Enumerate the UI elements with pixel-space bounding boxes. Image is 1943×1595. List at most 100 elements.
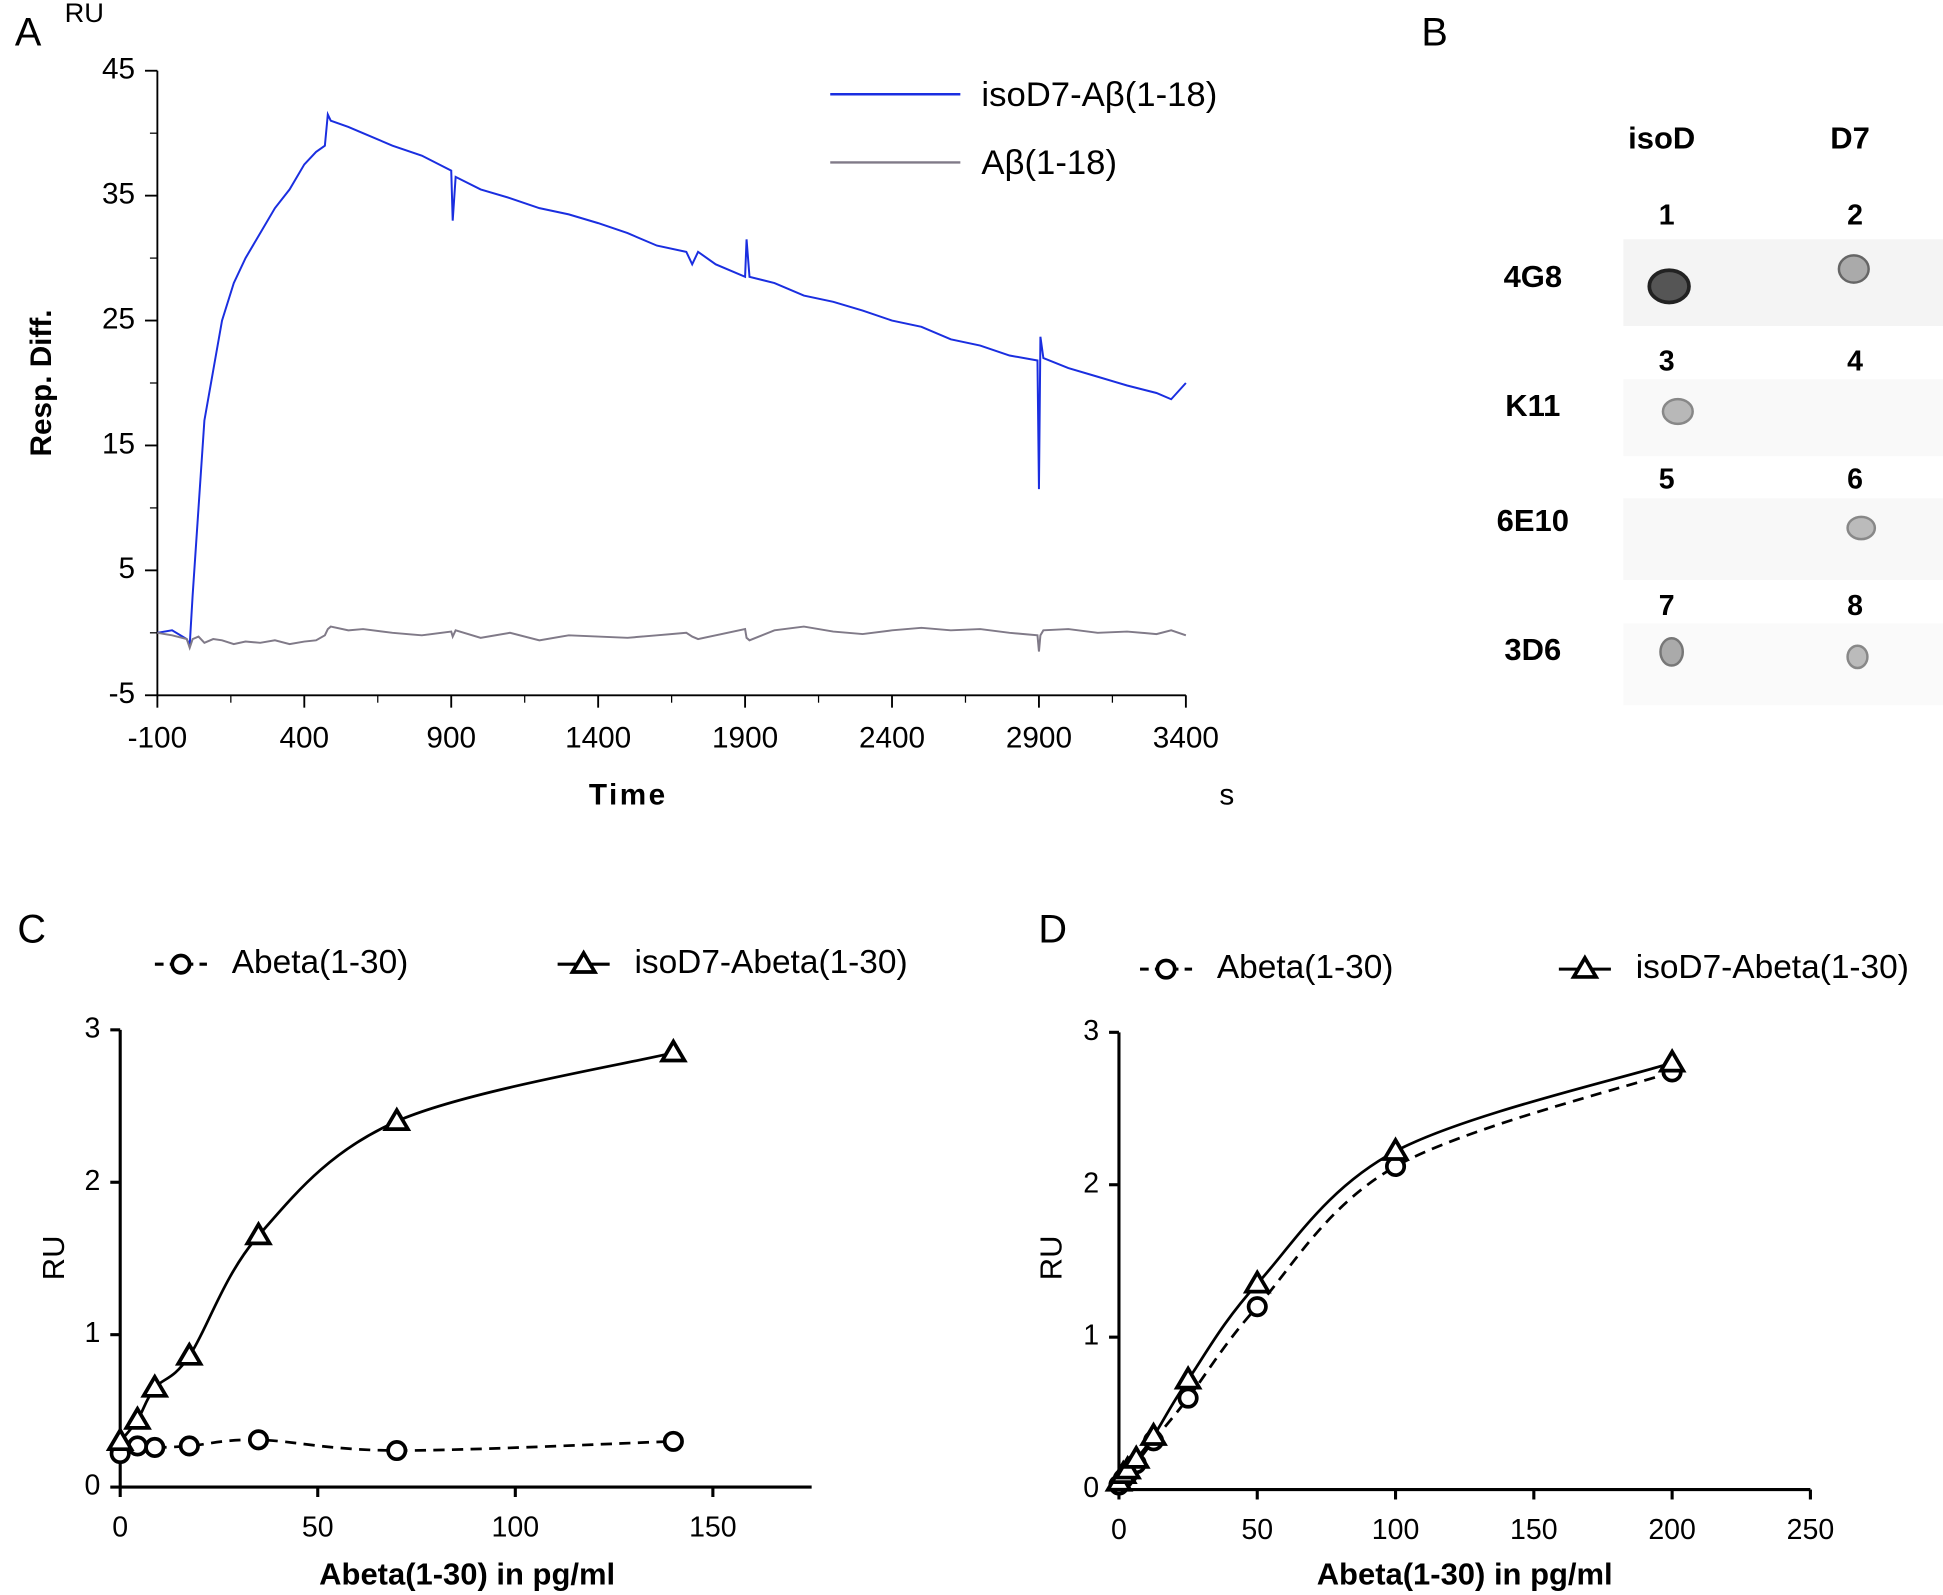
- y-tick-label: 0: [85, 1470, 101, 1502]
- spot-number: 6: [1847, 463, 1863, 495]
- marker-triangle: [174, 1341, 204, 1366]
- blot-spot: [1846, 515, 1877, 541]
- spot-number: 1: [1659, 199, 1675, 231]
- column-header: D7: [1830, 120, 1870, 155]
- marker-triangle: [105, 1426, 135, 1452]
- marker-triangle: [1381, 1136, 1410, 1161]
- y-axis-label: RU: [1033, 1235, 1068, 1280]
- marker-circle: [662, 1430, 684, 1452]
- spot-number: 4: [1847, 346, 1863, 378]
- fit-curve: [1117, 1061, 1673, 1483]
- panel-letter: B: [1421, 10, 1447, 54]
- row-label: 4G8: [1504, 259, 1563, 294]
- y-tick-label: 5: [119, 552, 136, 585]
- y-axis-label: RU: [36, 1235, 71, 1280]
- blot-spot: [1661, 397, 1694, 426]
- y-tick-label: 45: [102, 53, 135, 86]
- legend-marker: [170, 953, 192, 975]
- fit-curve: [1117, 1070, 1673, 1486]
- spot-number: 5: [1659, 463, 1675, 495]
- marker-circle: [247, 1429, 270, 1451]
- y-tick-label: 35: [102, 178, 135, 211]
- spot-number: 2: [1847, 199, 1863, 231]
- x-tick-label: 100: [492, 1512, 540, 1544]
- marker-triangle: [658, 1037, 688, 1063]
- marker-circle: [1246, 1296, 1268, 1318]
- x-tick-label: 2400: [859, 722, 925, 755]
- y-tick-label: 1: [1083, 1320, 1099, 1352]
- marker-triangle: [244, 1220, 273, 1246]
- y-tick-label: 15: [102, 427, 135, 460]
- x-tick-label: 1900: [712, 722, 778, 755]
- legend-marker: [569, 949, 599, 974]
- x-tick-label: 200: [1648, 1514, 1696, 1546]
- legend-label: isoD7-Aβ(1-18): [981, 76, 1217, 114]
- x-unit: s: [1219, 779, 1234, 812]
- data-line: [157, 625, 1187, 652]
- y-axis-label: Resp. Diff.: [25, 310, 58, 457]
- blot-strip: [1623, 498, 1943, 581]
- y-tick-label: 25: [102, 302, 135, 335]
- x-tick-label: 2900: [1006, 722, 1072, 755]
- x-axis-label: Abeta(1-30) in pg/ml: [319, 1556, 615, 1591]
- x-tick-label: 50: [1241, 1514, 1273, 1546]
- x-tick-label: 50: [302, 1512, 334, 1544]
- marker-circle: [178, 1435, 200, 1457]
- marker-circle: [1177, 1387, 1199, 1409]
- legend-label: isoD7-Abeta(1-30): [1636, 949, 1909, 986]
- marker-triangle: [123, 1405, 152, 1430]
- panel-letter: A: [15, 10, 42, 54]
- legend-label: isoD7-Abeta(1-30): [634, 944, 907, 981]
- y-tick-label: 3: [85, 1012, 101, 1044]
- y-unit: RU: [65, 0, 104, 28]
- legend-label: Abeta(1-30): [232, 944, 409, 981]
- spot-number: 7: [1659, 590, 1675, 622]
- marker-triangle: [1242, 1268, 1272, 1294]
- blot-spot: [1659, 637, 1685, 667]
- x-tick-label: 1400: [565, 722, 631, 755]
- column-header: isoD: [1628, 120, 1695, 155]
- blot-spot: [1846, 644, 1869, 670]
- x-tick-label: -100: [128, 722, 187, 755]
- marker-circle: [144, 1436, 166, 1458]
- data-line: [157, 110, 1187, 646]
- x-tick-label: 150: [1510, 1514, 1558, 1546]
- fit-curve: [119, 1051, 674, 1443]
- x-axis-label: Abeta(1-30) in pg/ml: [1317, 1556, 1613, 1591]
- row-label: 6E10: [1497, 503, 1569, 538]
- spot-number: 8: [1847, 590, 1863, 622]
- marker-triangle: [1139, 1421, 1168, 1446]
- x-tick-label: 0: [112, 1512, 128, 1544]
- blot-membrane: [1623, 239, 1943, 706]
- x-tick-label: 250: [1787, 1514, 1835, 1546]
- x-axis-label: Time: [589, 779, 668, 812]
- marker-circle: [386, 1439, 408, 1462]
- y-tick-label: 2: [1083, 1167, 1099, 1199]
- blot-spot: [1647, 268, 1691, 305]
- x-tick-label: 400: [280, 722, 330, 755]
- marker-triangle: [1121, 1444, 1151, 1469]
- row-label: 3D6: [1504, 632, 1561, 667]
- legend-marker: [1570, 954, 1600, 979]
- panel-letter: C: [17, 907, 46, 951]
- y-tick-label: 0: [1083, 1472, 1099, 1504]
- x-tick-label: 900: [426, 722, 476, 755]
- legend-label: Aβ(1-18): [981, 144, 1117, 182]
- marker-triangle: [1657, 1047, 1687, 1073]
- y-tick-label: 2: [85, 1165, 101, 1197]
- y-tick-label: -5: [109, 677, 135, 710]
- panel-letter: D: [1038, 907, 1067, 951]
- marker-triangle: [1173, 1365, 1203, 1390]
- y-tick-label: 1: [85, 1317, 101, 1349]
- spot-number: 3: [1659, 346, 1675, 378]
- y-tick-label: 3: [1083, 1015, 1099, 1047]
- legend-marker: [1155, 958, 1177, 980]
- legend-label: Abeta(1-30): [1217, 949, 1394, 986]
- x-tick-label: 0: [1111, 1514, 1127, 1546]
- x-tick-label: 100: [1372, 1514, 1420, 1546]
- x-tick-label: 150: [689, 1512, 737, 1544]
- row-label: K11: [1505, 388, 1560, 423]
- marker-triangle: [382, 1106, 412, 1131]
- marker-triangle: [140, 1373, 170, 1398]
